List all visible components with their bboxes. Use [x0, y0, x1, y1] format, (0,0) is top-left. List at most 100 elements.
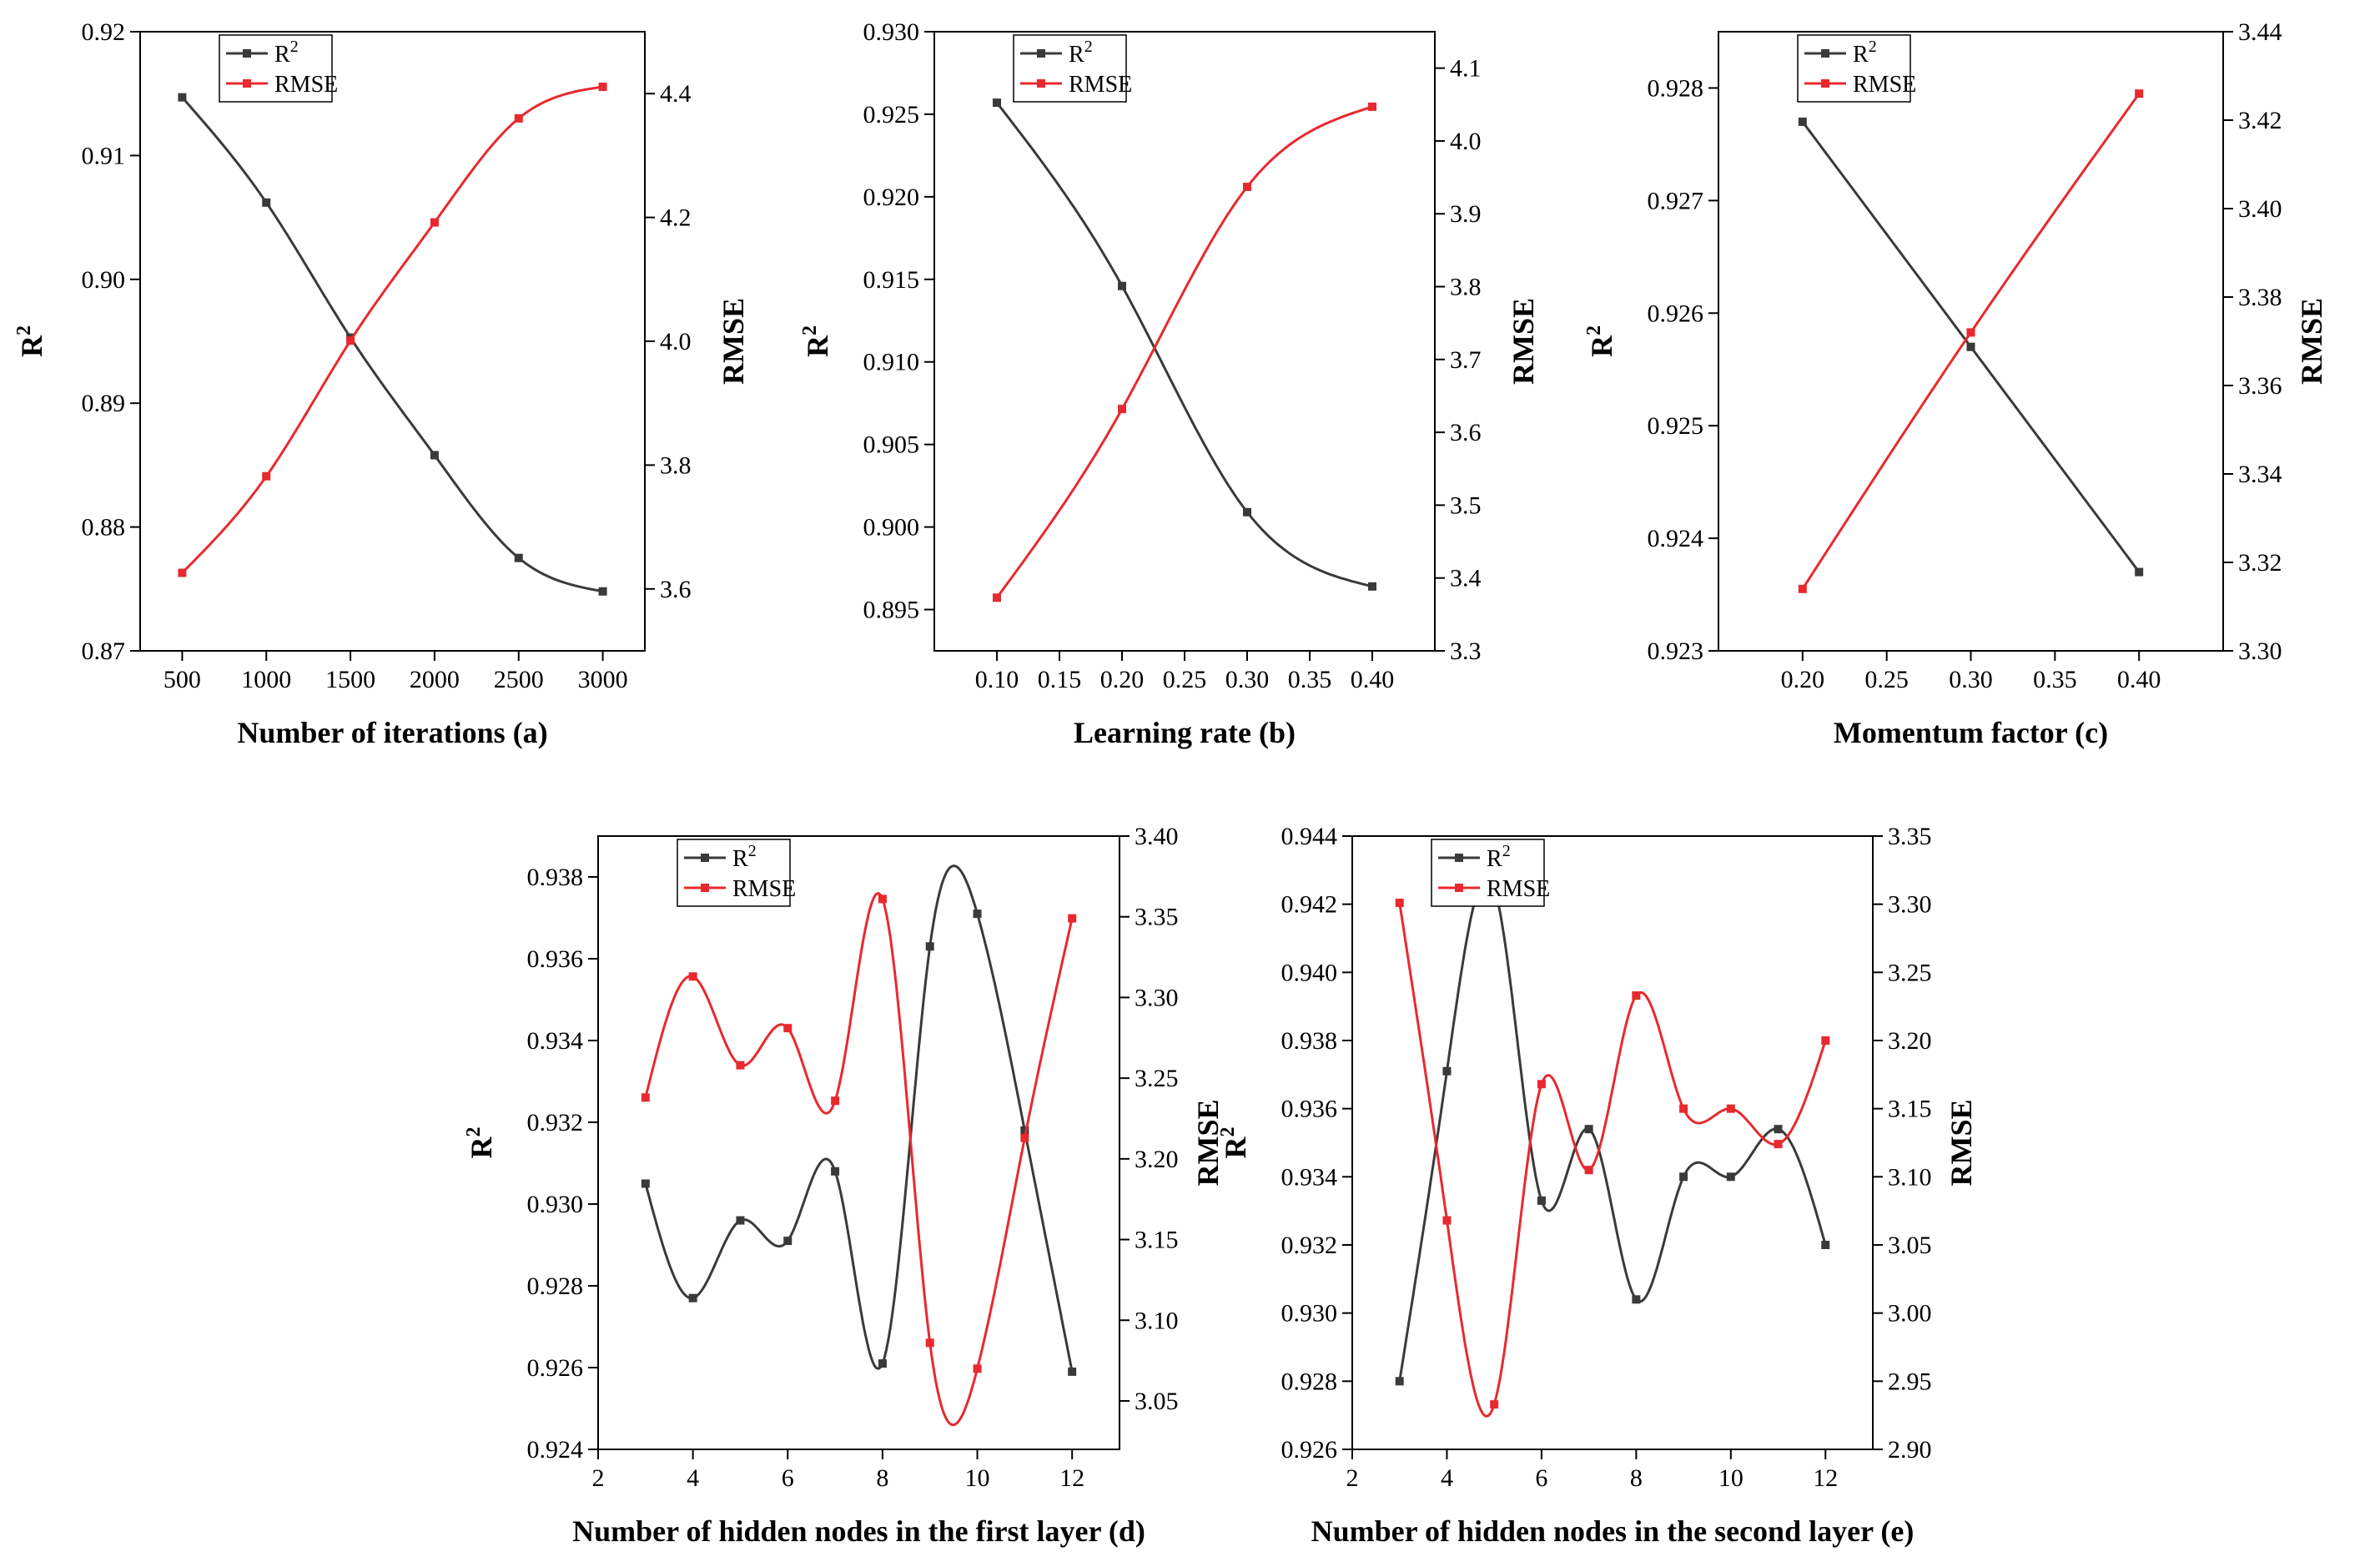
data-point-r2	[1821, 1241, 1830, 1249]
y-right-tick-label: 3.9	[1450, 200, 1482, 228]
data-point-r2	[1395, 1377, 1404, 1386]
y-left-tick-label: 0.915	[863, 266, 920, 294]
data-point-r2	[1966, 342, 1975, 351]
data-point-rmse	[346, 336, 355, 345]
data-point-rmse	[2135, 89, 2144, 98]
data-point-rmse	[1821, 1036, 1830, 1045]
y-right-tick-label: 3.40	[2238, 195, 2282, 223]
y-left-tick-label: 0.923	[1648, 637, 1704, 665]
y-left-axis-title: R2	[1583, 325, 1618, 357]
data-point-r2	[514, 553, 523, 562]
plot-frame	[1351, 835, 1874, 1450]
legend-label-base: R	[274, 42, 290, 68]
y-left-tick-label: 0.928	[1648, 74, 1704, 102]
data-point-r2	[262, 198, 271, 207]
y-left-tick-label: 0.92	[82, 18, 126, 46]
legend-label-sup: 2	[290, 38, 299, 56]
y-left-tick-label: 0.926	[527, 1354, 584, 1382]
legend: R2 RMSE	[1797, 34, 1916, 103]
data-point-r2	[1068, 1367, 1077, 1376]
data-point-rmse	[1632, 991, 1641, 1000]
y-left-tick-label: 0.936	[1281, 1096, 1338, 1123]
legend-box	[1013, 34, 1127, 103]
y-left-tick-label: 0.926	[1281, 1436, 1338, 1464]
legend: R2 RMSE	[1013, 34, 1132, 103]
legend-label-sup: 2	[1502, 842, 1511, 860]
y-right-tick-label: 2.90	[1888, 1436, 1932, 1464]
y-right-tick-label: 3.38	[2238, 284, 2282, 311]
y-right-tick-label: 2.95	[1888, 1368, 1932, 1395]
legend-label: R2	[732, 842, 757, 872]
legend-marker	[701, 854, 709, 862]
data-point-rmse	[1243, 182, 1251, 191]
x-tick-label: 2500	[494, 666, 544, 693]
series-line-r2	[644, 864, 1074, 1373]
y-right-tick-label: 3.8	[1450, 274, 1482, 301]
legend-label-sup: 2	[1869, 38, 1877, 56]
x-tick-label: 0.15	[1038, 666, 1082, 693]
chart-panel-b: 0.10 0.15 0.20 0.25 0.30 0.35 0.40 0.895 0.900 0.…	[799, 18, 1540, 749]
y-right-tick-label: 3.15	[1135, 1227, 1179, 1254]
y-right-tick-label: 4.4	[660, 80, 692, 108]
y-right-tick-label: 4.2	[660, 204, 692, 232]
y-left-tick-label: 0.930	[527, 1191, 584, 1218]
y-left-tick-label: 0.934	[527, 1027, 584, 1055]
series-line-rmse	[644, 891, 1074, 1427]
data-point-r2	[1726, 1172, 1735, 1182]
data-point-r2	[878, 1359, 887, 1368]
y-right-tick-label: 3.44	[2238, 18, 2282, 46]
plot-frame	[933, 31, 1436, 652]
data-point-rmse	[783, 1024, 792, 1033]
data-point-r2	[1798, 117, 1807, 126]
data-point-r2	[973, 910, 982, 919]
x-tick-label: 0.30	[1949, 666, 1993, 693]
data-point-r2	[430, 451, 439, 460]
y-right-tick-label: 3.10	[1888, 1163, 1932, 1191]
y-right-tick-label: 3.05	[1135, 1388, 1179, 1415]
x-axis-title: Number of hidden nodes in the second lay…	[1311, 1514, 1915, 1548]
legend-label: RMSE	[1069, 72, 1132, 98]
x-tick-label: 0.20	[1100, 666, 1145, 693]
y-left-tick-label: 0.930	[863, 18, 920, 46]
x-tick-label: 0.35	[2033, 666, 2077, 693]
data-point-rmse	[641, 1093, 650, 1102]
data-point-rmse	[1726, 1104, 1735, 1113]
y-right-tick-label: 3.36	[2238, 372, 2282, 400]
y-right-tick-label: 3.20	[1135, 1146, 1179, 1173]
x-tick-label: 2	[1346, 1464, 1359, 1492]
y-left-axis-title-sup: 2	[1217, 1127, 1239, 1137]
data-point-r2	[1243, 507, 1251, 516]
y-left-tick-label: 0.905	[863, 431, 920, 459]
y-right-tick-label: 4.0	[1450, 128, 1482, 155]
data-point-rmse	[1118, 405, 1126, 414]
x-tick-label: 10	[1718, 1464, 1743, 1492]
legend-label-base: RMSE	[732, 876, 796, 902]
y-right-tick-label: 3.8	[660, 451, 692, 479]
x-axis-title: Number of iterations (a)	[237, 716, 547, 749]
data-point-rmse	[262, 471, 271, 481]
x-tick-label: 0.25	[1864, 666, 1909, 693]
y-right-tick-label: 3.7	[1450, 346, 1482, 374]
y-left-axis-title: R2	[1217, 1127, 1252, 1159]
data-point-r2	[925, 942, 934, 951]
x-tick-label: 4	[687, 1464, 699, 1492]
chart-panel-c: 0.20 0.25 0.30 0.35 0.40 0.923 0.924 0.925 0.926…	[1583, 18, 2328, 749]
data-point-r2	[641, 1179, 650, 1188]
legend-label-base: R	[1853, 42, 1869, 68]
series-line-r2	[1398, 874, 1827, 1382]
legend-label-base: RMSE	[1487, 876, 1550, 902]
data-point-r2	[1118, 281, 1126, 290]
x-axis-title: Momentum factor (c)	[1834, 716, 2108, 749]
y-left-axis-title: R2	[799, 325, 834, 357]
data-point-rmse	[1020, 1133, 1029, 1142]
series-line-rmse	[181, 85, 603, 574]
series-line-r2	[995, 102, 1373, 588]
data-point-rmse	[430, 218, 439, 227]
y-right-tick-label: 3.42	[2238, 107, 2282, 134]
data-point-rmse	[598, 83, 607, 92]
y-left-axis-title-sup: 2	[1583, 325, 1605, 335]
data-point-rmse	[925, 1338, 934, 1348]
y-right-axis-title: RMSE	[1507, 298, 1540, 385]
y-right-tick-label: 3.05	[1888, 1232, 1932, 1259]
y-left-tick-label: 0.940	[1281, 959, 1338, 986]
